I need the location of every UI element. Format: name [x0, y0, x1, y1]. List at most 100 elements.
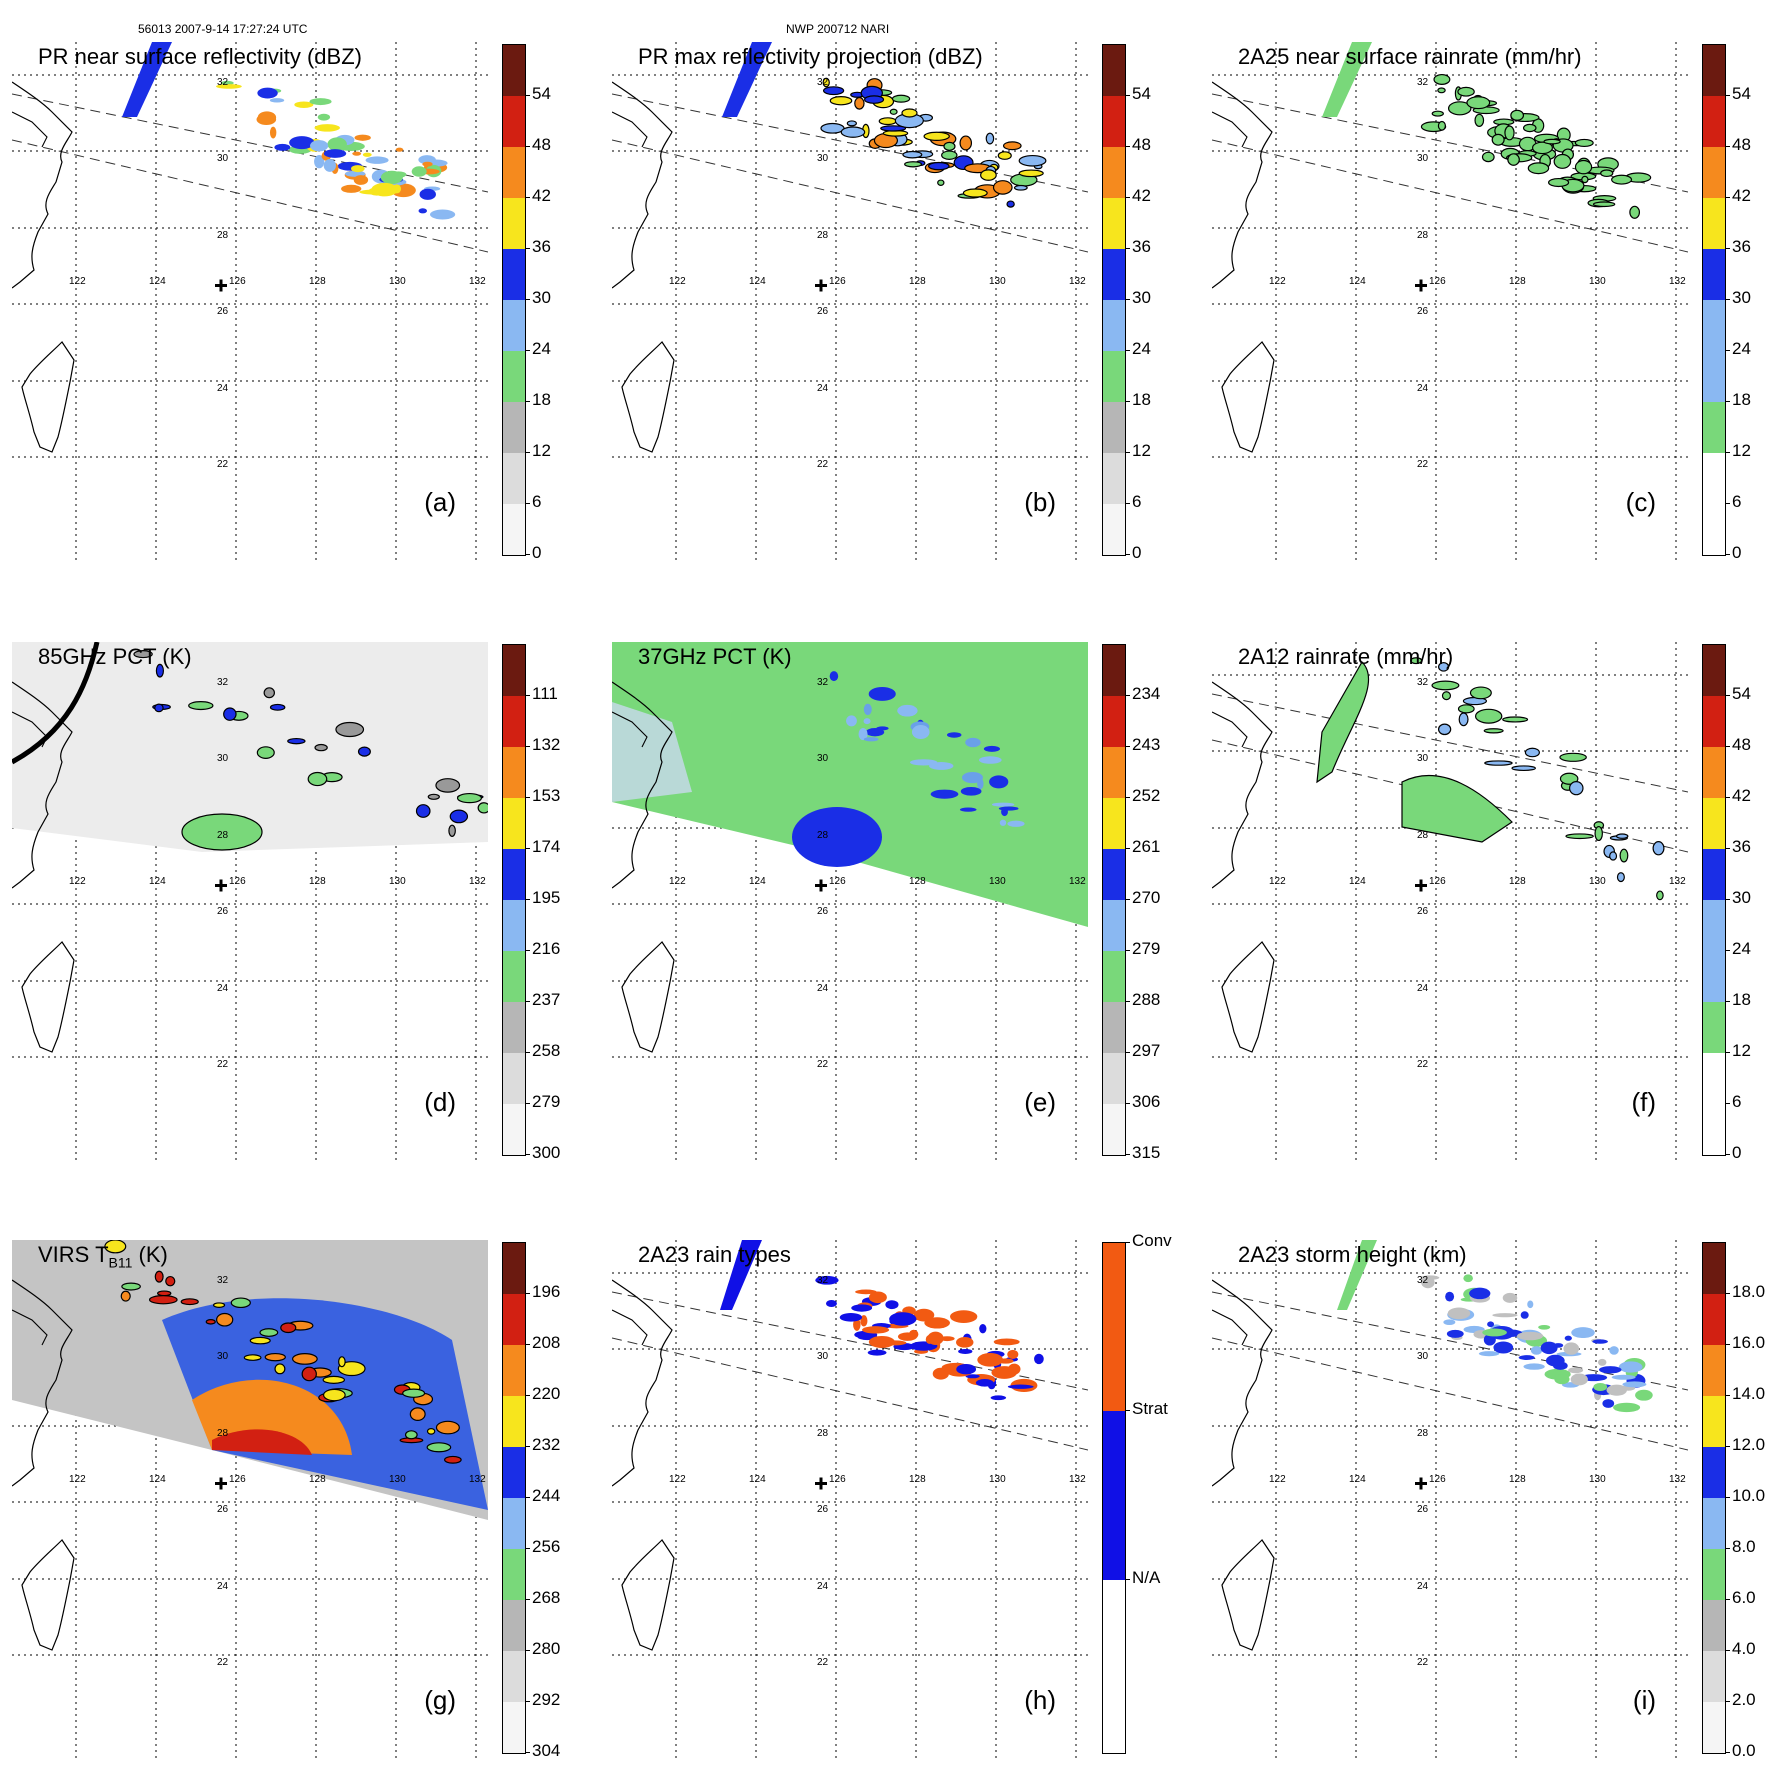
panel-label: (a) [424, 487, 456, 517]
center-cross-icon [815, 279, 827, 292]
colorbar-tick [525, 1103, 530, 1104]
longitude-label: 122 [669, 876, 686, 887]
colorbar-tick [1725, 452, 1730, 453]
longitude-label: 132 [1669, 876, 1686, 887]
colorbar-tick-label: 268 [532, 1588, 561, 1607]
latitude-label: 24 [1417, 983, 1429, 994]
colorbar-segment [503, 1702, 525, 1753]
colorbar-tick [1725, 797, 1730, 798]
longitude-label: 122 [669, 1474, 686, 1485]
colorbar-tick [525, 1344, 530, 1345]
colorbar-tick [525, 848, 530, 849]
latitude-label: 26 [817, 1504, 829, 1515]
colorbar-segment [503, 1549, 525, 1600]
colorbar [1702, 44, 1726, 556]
longitude-label: 130 [1589, 876, 1606, 887]
colorbar-tick-label: 216 [532, 939, 561, 958]
colorbar-tick-label: 315 [1132, 1143, 1161, 1162]
colorbar-segment [503, 1294, 525, 1345]
colorbar-segment [1703, 1600, 1725, 1651]
colorbar-tick-label: 196 [532, 1282, 561, 1301]
colorbar-segment [503, 147, 525, 198]
latitude-label: 24 [217, 383, 229, 394]
map-canvas [612, 42, 1088, 562]
latitude-label: 24 [1417, 1581, 1429, 1592]
colorbar-tick-label: 36 [1732, 237, 1751, 256]
colorbar-segment [1703, 747, 1725, 798]
latitude-label: 32 [217, 677, 229, 688]
latitude-label: 26 [217, 906, 229, 917]
center-cross-icon [215, 1477, 227, 1490]
colorbar-segment [503, 504, 525, 555]
map-canvas [1212, 42, 1688, 562]
longitude-label: 124 [749, 1474, 766, 1485]
map-panel-h: 122 124 126 128 130 132 32 30 28 26 24 22 2A23 rain … [612, 1231, 1172, 1760]
colorbar-segment [1103, 45, 1125, 96]
panel-label: (g) [424, 1685, 456, 1715]
latitude-label: 28 [217, 230, 229, 241]
longitude-label: 126 [1429, 1474, 1446, 1485]
colorbar-tick-label: 54 [532, 84, 551, 103]
colorbar-segment [1103, 1053, 1125, 1104]
colorbar-tick [1125, 1410, 1130, 1412]
colorbar-tick [525, 1752, 530, 1753]
longitude-label: 128 [909, 1474, 926, 1485]
colorbar-segment [503, 351, 525, 402]
colorbar-segment [503, 1345, 525, 1396]
colorbar-tick-label: 174 [532, 837, 561, 856]
map-area [1212, 42, 1688, 562]
colorbar-tick-label: 30 [1132, 288, 1151, 307]
colorbar-tick-label: 12 [532, 441, 551, 460]
colorbar-tick [525, 248, 530, 249]
longitude-label: 132 [469, 876, 486, 887]
colorbar-tick-label: 54 [1732, 684, 1751, 703]
colorbar-segment [1703, 645, 1725, 696]
latitude-label: 26 [217, 306, 229, 317]
latitude-label: 28 [817, 1428, 829, 1439]
source-header: NWP 200712 NARI [786, 22, 890, 36]
colorbar-segment [1703, 849, 1725, 900]
colorbar-tick-label: 30 [1732, 888, 1751, 907]
colorbar-segment [1103, 798, 1125, 849]
panel-title: PR near surface reflectivity (dBZ) [38, 44, 362, 69]
longitude-label: 126 [229, 876, 246, 887]
colorbar-tick [525, 452, 530, 453]
colorbar-tick [1125, 248, 1130, 249]
longitude-label: 132 [1069, 1474, 1086, 1485]
latitude-label: 30 [817, 1351, 829, 1362]
colorbar-segment [503, 198, 525, 249]
longitude-label: 132 [1669, 1474, 1686, 1485]
colorbar-segment [503, 1447, 525, 1498]
map-canvas [1212, 1240, 1688, 1760]
colorbar [1102, 1242, 1126, 1754]
colorbar-tick-label: 220 [532, 1384, 561, 1403]
colorbar-tick-label: 0 [532, 543, 542, 562]
latitude-label: 32 [1417, 1275, 1429, 1286]
colorbar-segment [1703, 1002, 1725, 1053]
longitude-label: 122 [69, 276, 86, 287]
latitude-label: 28 [1417, 230, 1429, 241]
latitude-label: 26 [817, 906, 829, 917]
orbit-header: 56013 2007-9-14 17:27:24 UTC [138, 22, 308, 36]
panel-title: 2A23 rain types [638, 1242, 791, 1267]
colorbar-segment [1103, 351, 1125, 402]
colorbar-tick [525, 1548, 530, 1549]
colorbar-tick-label: 30 [1732, 288, 1751, 307]
latitude-label: 26 [1417, 906, 1429, 917]
colorbar-tick-label: 16.0 [1732, 1333, 1766, 1352]
longitude-label: 128 [309, 1474, 326, 1485]
colorbar-tick-label: 6 [532, 492, 542, 511]
colorbar-segment [503, 402, 525, 453]
colorbar-tick-label: 18 [1132, 390, 1151, 409]
colorbar-tick-label: 243 [1132, 735, 1161, 754]
colorbar-segment [1103, 696, 1125, 747]
colorbar-tick-label: 10.0 [1732, 1486, 1766, 1505]
colorbar-tick [1125, 146, 1130, 147]
colorbar-segment [1103, 300, 1125, 351]
colorbar-segment [1703, 1345, 1725, 1396]
colorbar-tick-label: 153 [532, 786, 561, 805]
colorbar-tick-label: 42 [1732, 786, 1751, 805]
map-panel-b: 122 124 126 128 130 132 32 30 28 26 24 22 PR max ref… [612, 42, 1151, 562]
colorbar-tick-label: 42 [532, 186, 551, 205]
longitude-label: 126 [1429, 876, 1446, 887]
